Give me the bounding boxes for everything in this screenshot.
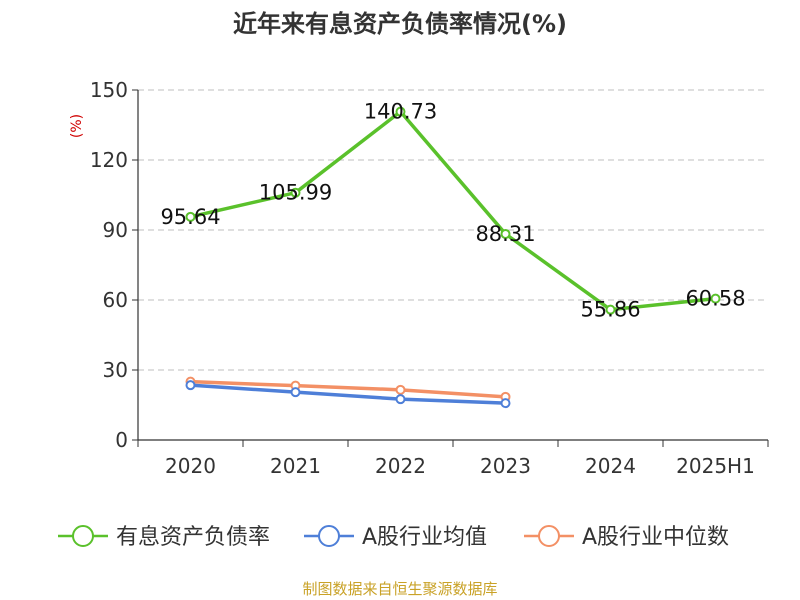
chart-title: 近年来有息资产负债率情况(%) [233,10,567,38]
series-layer [185,106,721,409]
x-tick-label: 2021 [270,454,321,478]
legend: 有息资产负债率 A股行业均值 A股行业中位数 [58,525,729,550]
data-label: 55.86 [580,298,640,322]
gridlines [138,89,768,371]
axes: 0 30 60 90 120 150 2020 2021 2022 2023 2024 2025H1 [90,78,769,478]
x-tick-label: 2025H1 [676,454,755,478]
legend-marker [318,525,340,547]
y-tick-label: 90 [103,218,128,242]
series-1 [185,380,511,409]
x-tick-label: 2024 [585,454,636,478]
data-labels: 95.64 105.99 140.73 88.31 55.86 60.58 [160,100,745,322]
x-tick-label: 2022 [375,454,426,478]
y-tick-label: 120 [90,148,128,172]
data-point[interactable] [395,106,406,117]
series-line [190,379,506,399]
legend-label: 有息资产负债率 [116,525,270,550]
y-tick-label: 0 [115,428,128,452]
x-tick-label: 2020 [165,454,216,478]
y-tick-label: 60 [103,288,128,312]
data-label: 95.64 [160,205,220,229]
legend-item-0[interactable]: 有息资产负债率 [58,525,270,550]
data-point[interactable] [185,211,196,222]
data-label: 105.99 [259,181,332,205]
legend-item-1[interactable]: A股行业均值 [304,525,487,550]
source-note: 制图数据来自恒生聚源数据库 [302,580,497,598]
series-line [190,109,716,312]
series-2 [185,376,511,402]
y-tick-label: 150 [90,78,128,102]
data-point[interactable] [395,394,406,405]
data-point[interactable] [290,387,301,398]
data-label: 60.58 [685,287,745,311]
series-line [190,383,506,405]
legend-marker [72,525,94,547]
x-tick-label: 2023 [480,454,531,478]
series-0 [185,106,721,315]
y-tick-label: 30 [103,358,128,382]
legend-marker [538,525,560,547]
data-point[interactable] [500,228,511,239]
data-point[interactable] [290,187,301,198]
data-point[interactable] [605,304,616,315]
legend-label: A股行业均值 [362,525,487,550]
legend-item-2[interactable]: A股行业中位数 [524,525,729,550]
data-point[interactable] [395,384,406,395]
data-label: 88.31 [475,222,535,246]
data-point[interactable] [185,380,196,391]
data-label: 140.73 [364,100,437,124]
data-point[interactable] [500,398,511,409]
legend-label: A股行业中位数 [582,525,729,550]
data-point[interactable] [710,293,721,304]
y-axis-label: (%) [69,114,85,138]
